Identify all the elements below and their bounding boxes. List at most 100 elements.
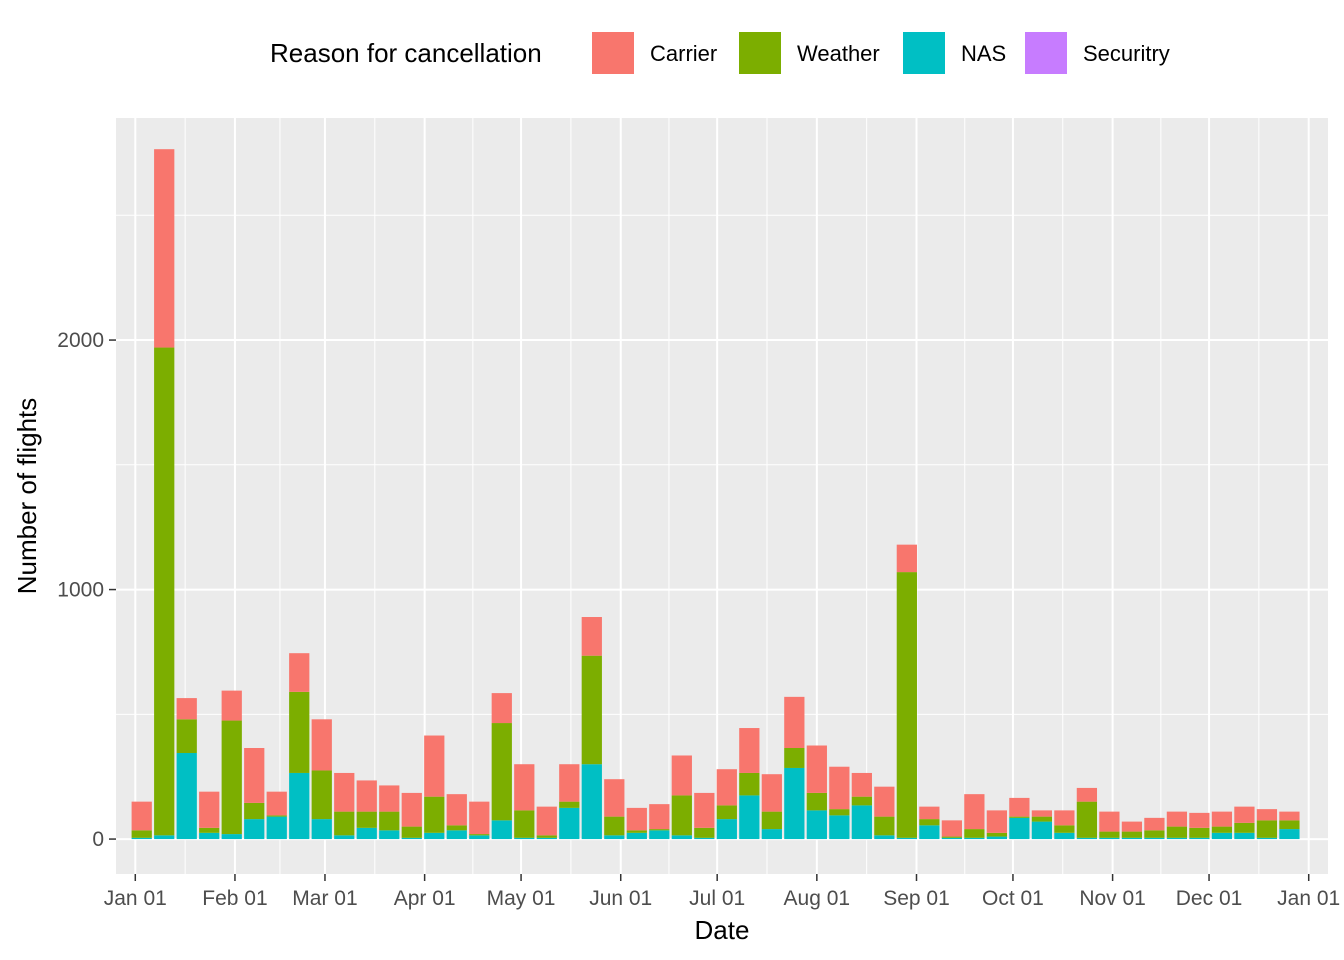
bar-carrier bbox=[401, 792, 422, 827]
bar-carrier bbox=[1256, 809, 1278, 821]
bar-nas bbox=[1031, 821, 1053, 840]
bar-carrier bbox=[851, 772, 872, 797]
bar-nas bbox=[536, 837, 557, 840]
bar-nas bbox=[1211, 832, 1233, 840]
x-tick-label: Feb 01 bbox=[202, 887, 267, 910]
bar-carrier bbox=[1189, 812, 1210, 828]
bar-weather bbox=[1211, 826, 1233, 833]
bar-weather bbox=[1076, 801, 1098, 838]
bar-carrier bbox=[1099, 811, 1120, 832]
bar-weather bbox=[581, 655, 602, 765]
x-tick-label: Mar 01 bbox=[292, 887, 357, 910]
bar-nas bbox=[986, 836, 1007, 840]
bar-nas bbox=[1009, 817, 1030, 840]
bar-carrier bbox=[469, 801, 490, 835]
bar-weather bbox=[941, 836, 962, 838]
bar-weather bbox=[784, 748, 805, 768]
bar-nas bbox=[1256, 837, 1278, 840]
bar-carrier bbox=[581, 617, 602, 656]
bar-carrier bbox=[1166, 811, 1188, 827]
bar-weather bbox=[649, 829, 670, 831]
legend-key-carrier bbox=[592, 32, 634, 74]
bar-carrier bbox=[221, 690, 242, 721]
bar-weather bbox=[536, 835, 557, 838]
x-tick-label: Nov 01 bbox=[1079, 887, 1146, 910]
x-tick-label: Jan 01 bbox=[104, 887, 167, 910]
grid-major bbox=[116, 118, 1328, 874]
bar-weather bbox=[739, 772, 760, 796]
legend-label-securitry: Securitry bbox=[1083, 41, 1170, 66]
bar-nas bbox=[694, 837, 715, 840]
bar-carrier bbox=[1144, 817, 1165, 831]
bar-carrier bbox=[896, 544, 917, 573]
bar-weather bbox=[424, 796, 445, 833]
bar-weather bbox=[311, 770, 332, 820]
bar-weather bbox=[1189, 827, 1210, 838]
bar-weather bbox=[1099, 831, 1120, 838]
bar-nas bbox=[1279, 829, 1300, 840]
bar-nas bbox=[131, 837, 152, 840]
x-tick-label: May 01 bbox=[487, 887, 556, 910]
bar-weather bbox=[604, 816, 625, 836]
bar-weather bbox=[1166, 826, 1188, 838]
legend-key-weather bbox=[739, 32, 781, 74]
bar-weather bbox=[559, 801, 580, 808]
y-tick-label: 0 bbox=[92, 828, 104, 851]
bar-weather bbox=[964, 829, 985, 838]
bar-carrier bbox=[694, 792, 715, 828]
bar-carrier bbox=[446, 794, 467, 826]
bar-weather bbox=[334, 811, 355, 836]
bar-weather bbox=[761, 811, 782, 830]
bar-carrier bbox=[874, 786, 895, 817]
bar-nas bbox=[1234, 832, 1255, 840]
bar-weather bbox=[266, 815, 287, 817]
x-axis-title: Date bbox=[695, 915, 750, 945]
bar-nas bbox=[266, 816, 287, 840]
legend-label-nas: NAS bbox=[961, 41, 1007, 66]
bar-carrier bbox=[379, 785, 400, 812]
bar-nas bbox=[896, 837, 917, 840]
bar-carrier bbox=[356, 780, 377, 812]
bar-nas bbox=[851, 805, 872, 840]
bar-nas bbox=[199, 832, 220, 840]
x-tick-label: Jun 01 bbox=[589, 887, 652, 910]
bar-nas bbox=[334, 835, 355, 840]
bar-nas bbox=[829, 815, 850, 840]
bar-nas bbox=[1144, 837, 1165, 840]
bar-carrier bbox=[536, 806, 557, 836]
bar-nas bbox=[446, 830, 467, 840]
bar-nas bbox=[379, 830, 400, 840]
bar-weather bbox=[896, 572, 917, 838]
bar-carrier bbox=[289, 653, 310, 692]
x-tick-label: Aug 01 bbox=[784, 887, 851, 910]
bar-weather bbox=[694, 827, 715, 838]
bar-weather bbox=[244, 802, 265, 820]
bar-carrier bbox=[1031, 810, 1053, 817]
x-tick-label: Dec 01 bbox=[1176, 887, 1243, 910]
bar-carrier bbox=[739, 728, 760, 773]
bar-weather bbox=[131, 830, 152, 838]
bar-nas bbox=[649, 830, 670, 840]
bar-weather bbox=[514, 810, 535, 838]
bar-nas bbox=[424, 832, 445, 840]
bar-carrier bbox=[244, 748, 265, 803]
bar-carrier bbox=[784, 696, 805, 748]
bar-carrier bbox=[626, 807, 647, 831]
bar-weather bbox=[874, 816, 895, 836]
bar-weather bbox=[1054, 825, 1075, 833]
bar-weather bbox=[446, 825, 467, 831]
bar-nas bbox=[559, 807, 580, 840]
bar-weather bbox=[289, 691, 310, 773]
bar-nas bbox=[1099, 837, 1120, 840]
bars bbox=[131, 149, 1300, 840]
legend-label-carrier: Carrier bbox=[650, 41, 718, 66]
bar-weather bbox=[1031, 816, 1053, 822]
bar-weather bbox=[829, 809, 850, 816]
bar-nas bbox=[739, 795, 760, 840]
bar-carrier bbox=[334, 772, 355, 812]
x-tick-label: Oct 01 bbox=[982, 887, 1044, 910]
bar-nas bbox=[1121, 837, 1143, 840]
bar-carrier bbox=[1279, 811, 1300, 821]
x-tick-label: Jul 01 bbox=[689, 887, 745, 910]
bar-weather bbox=[1234, 822, 1255, 833]
